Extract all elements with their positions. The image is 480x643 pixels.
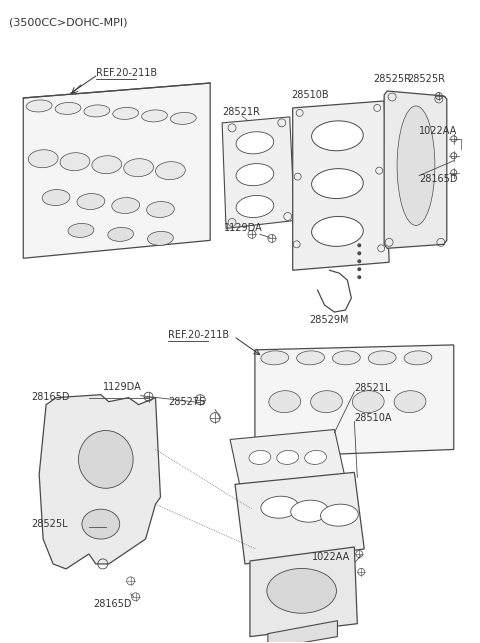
Ellipse shape: [78, 431, 133, 488]
Ellipse shape: [156, 161, 185, 179]
Text: 1022AA: 1022AA: [419, 126, 457, 136]
Ellipse shape: [55, 102, 81, 114]
Ellipse shape: [352, 391, 384, 413]
Ellipse shape: [269, 391, 300, 413]
Text: 28529M: 28529M: [310, 315, 349, 325]
Ellipse shape: [77, 194, 105, 210]
Text: 28527S: 28527S: [168, 397, 205, 406]
Ellipse shape: [82, 509, 120, 539]
Text: 28165D: 28165D: [93, 599, 132, 609]
Ellipse shape: [236, 163, 274, 186]
Ellipse shape: [404, 351, 432, 365]
Ellipse shape: [112, 197, 140, 213]
Ellipse shape: [68, 223, 94, 237]
Text: 28521R: 28521R: [222, 107, 260, 117]
Polygon shape: [39, 395, 160, 569]
Ellipse shape: [92, 156, 121, 174]
Text: 28165D: 28165D: [419, 174, 457, 184]
Text: 1129DA: 1129DA: [103, 382, 142, 392]
Polygon shape: [293, 101, 389, 270]
Polygon shape: [250, 547, 357, 637]
Circle shape: [357, 243, 361, 248]
Ellipse shape: [26, 100, 52, 112]
Ellipse shape: [147, 231, 173, 246]
Ellipse shape: [142, 110, 168, 122]
Text: 28525L: 28525L: [31, 519, 68, 529]
Ellipse shape: [368, 351, 396, 365]
Circle shape: [357, 251, 361, 255]
Ellipse shape: [312, 168, 363, 199]
Ellipse shape: [42, 190, 70, 206]
Ellipse shape: [291, 500, 328, 522]
Ellipse shape: [397, 106, 435, 226]
Text: (3500CC>DOHC-MPI): (3500CC>DOHC-MPI): [9, 17, 128, 27]
Text: 28510B: 28510B: [292, 90, 329, 100]
Text: REF.20-211B: REF.20-211B: [96, 68, 157, 78]
Text: 1022AA: 1022AA: [312, 552, 350, 562]
Ellipse shape: [261, 496, 299, 518]
Circle shape: [357, 267, 361, 271]
Ellipse shape: [311, 391, 342, 413]
Polygon shape: [222, 117, 295, 228]
Polygon shape: [23, 83, 210, 258]
Ellipse shape: [321, 504, 358, 526]
Ellipse shape: [312, 217, 363, 246]
Text: 28525R: 28525R: [373, 74, 411, 84]
Ellipse shape: [261, 351, 288, 365]
Text: REF.20-211B: REF.20-211B: [168, 330, 229, 340]
Text: 28165D: 28165D: [31, 392, 70, 402]
Circle shape: [357, 275, 361, 279]
Ellipse shape: [267, 568, 336, 613]
Polygon shape: [384, 91, 447, 248]
Ellipse shape: [170, 113, 196, 124]
Ellipse shape: [113, 107, 139, 120]
Text: 28521L: 28521L: [354, 383, 391, 393]
Ellipse shape: [249, 450, 271, 464]
Ellipse shape: [312, 121, 363, 150]
Polygon shape: [230, 430, 344, 486]
Polygon shape: [255, 345, 454, 457]
Ellipse shape: [28, 150, 58, 168]
Ellipse shape: [124, 159, 154, 177]
Ellipse shape: [108, 228, 133, 241]
Ellipse shape: [236, 132, 274, 154]
Polygon shape: [268, 620, 337, 643]
Text: 28525R: 28525R: [407, 74, 445, 84]
Ellipse shape: [297, 351, 324, 365]
Text: 1129DA: 1129DA: [224, 223, 263, 233]
Ellipse shape: [305, 450, 326, 464]
Ellipse shape: [277, 450, 299, 464]
Ellipse shape: [60, 152, 90, 170]
Text: 28510A: 28510A: [354, 413, 392, 422]
Circle shape: [357, 259, 361, 263]
Polygon shape: [235, 473, 364, 564]
Ellipse shape: [333, 351, 360, 365]
Ellipse shape: [236, 195, 274, 217]
Ellipse shape: [394, 391, 426, 413]
Ellipse shape: [84, 105, 110, 117]
Ellipse shape: [146, 201, 174, 217]
